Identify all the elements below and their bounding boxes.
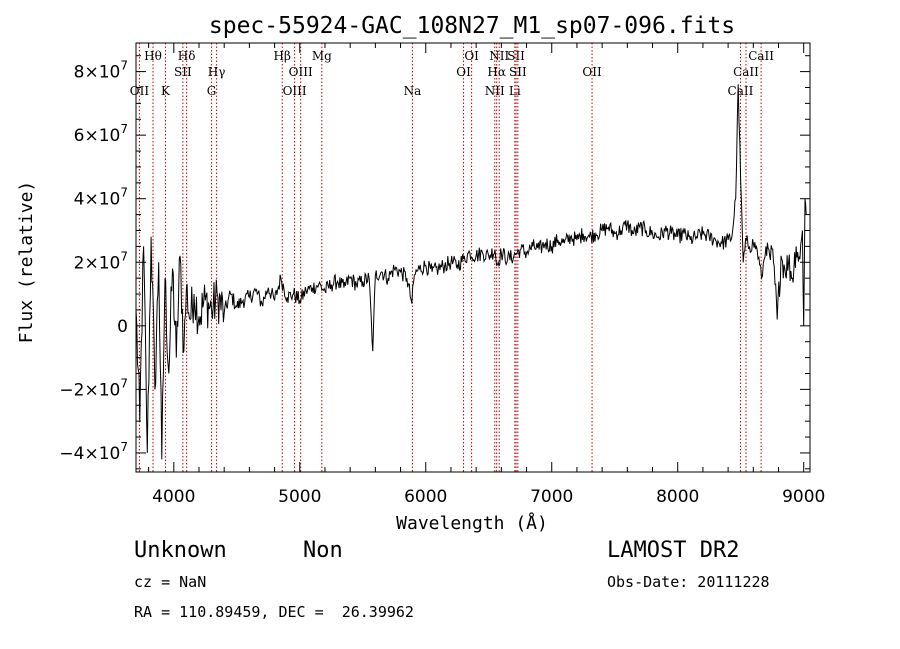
line-marker-label: Hδ bbox=[178, 49, 196, 63]
x-tick-label: 4000 bbox=[152, 487, 195, 507]
x-tick-label: 5000 bbox=[278, 487, 321, 507]
survey-label: LAMOST DR2 bbox=[607, 538, 740, 563]
object-subclass-label: Non bbox=[303, 538, 343, 563]
line-marker-label: CaII bbox=[728, 84, 754, 98]
x-axis-label: Wavelength (Å) bbox=[396, 512, 548, 534]
axes-frame bbox=[135, 42, 811, 473]
chart-title: spec-55924-GAC_108N27_M1_sp07-096.fits bbox=[209, 13, 735, 39]
line-marker-label: OII bbox=[130, 84, 150, 98]
line-marker-label: OII bbox=[582, 65, 602, 79]
y-tick-label-exponent: 7 bbox=[120, 186, 128, 200]
line-marker-label: CaII bbox=[748, 49, 774, 63]
spectrum-line bbox=[135, 84, 807, 460]
y-tick-label-base: 8×10 bbox=[74, 63, 121, 83]
y-tick-label: 4×107 bbox=[74, 186, 128, 210]
y-tick-label-base: 2×10 bbox=[74, 253, 121, 273]
y-tick-label: 6×107 bbox=[74, 122, 128, 146]
y-tick-label-exponent: 7 bbox=[120, 440, 128, 454]
y-tick-label: 2×107 bbox=[74, 249, 128, 273]
line-marker-label: Hβ bbox=[274, 49, 291, 63]
line-marker-label: SII bbox=[174, 65, 192, 79]
x-tick-label: 9000 bbox=[782, 487, 825, 507]
y-tick-label-exponent: 7 bbox=[120, 376, 128, 390]
line-marker-label: Na bbox=[404, 84, 422, 98]
coordinates-text: RA = 110.89459, DEC = 26.39962 bbox=[134, 603, 414, 621]
line-marker-label: CaII bbox=[733, 65, 759, 79]
line-marker-label: OIII bbox=[289, 65, 313, 79]
line-marker-label: OI bbox=[464, 49, 479, 63]
line-marker-label: NII bbox=[485, 84, 505, 98]
x-tick-label: 8000 bbox=[656, 487, 699, 507]
x-tick-label: 6000 bbox=[404, 487, 447, 507]
line-marker-label: K bbox=[161, 84, 171, 98]
line-marker-label: NII bbox=[489, 49, 509, 63]
redshift-text: cz = NaN bbox=[134, 573, 207, 591]
line-marker-label: OI bbox=[456, 65, 471, 79]
y-tick-label-exponent: 7 bbox=[120, 122, 128, 136]
line-marker-label: G bbox=[207, 84, 217, 98]
y-axis-label: Flux (relative) bbox=[16, 181, 37, 344]
line-marker-label: Hθ bbox=[144, 49, 162, 63]
y-tick-label-base: 6×10 bbox=[74, 126, 121, 146]
obs-date-text: Obs-Date: 20111228 bbox=[607, 573, 770, 591]
y-tick-label: −4×107 bbox=[59, 440, 128, 464]
line-marker-label: Hα bbox=[487, 65, 506, 79]
x-tick-label: 7000 bbox=[530, 487, 573, 507]
line-marker-label: Mg bbox=[312, 49, 332, 63]
line-marker-label: Li bbox=[509, 84, 521, 98]
y-tick-label-base: 4×10 bbox=[74, 190, 121, 210]
y-tick-label-base: 0 bbox=[117, 317, 128, 337]
y-tick-label-base: −4×10 bbox=[59, 444, 120, 464]
line-marker-label: Hγ bbox=[208, 65, 226, 79]
y-tick-label: 8×107 bbox=[74, 59, 128, 83]
y-tick-label-exponent: 7 bbox=[120, 59, 128, 73]
y-tick-label: 0 bbox=[117, 317, 128, 337]
plot-area: OIIHθKSIIHδGHγHβOIIIOIIIMgNaOIOINIIHαNII… bbox=[59, 42, 825, 507]
line-marker-label: OIII bbox=[283, 84, 307, 98]
y-tick-label-base: −2×10 bbox=[59, 380, 120, 400]
line-marker-label: SII bbox=[507, 49, 525, 63]
y-tick-label-exponent: 7 bbox=[120, 249, 128, 263]
line-marker-label: SII bbox=[509, 65, 527, 79]
object-class-label: Unknown bbox=[134, 538, 227, 563]
y-tick-label: −2×107 bbox=[59, 376, 128, 400]
